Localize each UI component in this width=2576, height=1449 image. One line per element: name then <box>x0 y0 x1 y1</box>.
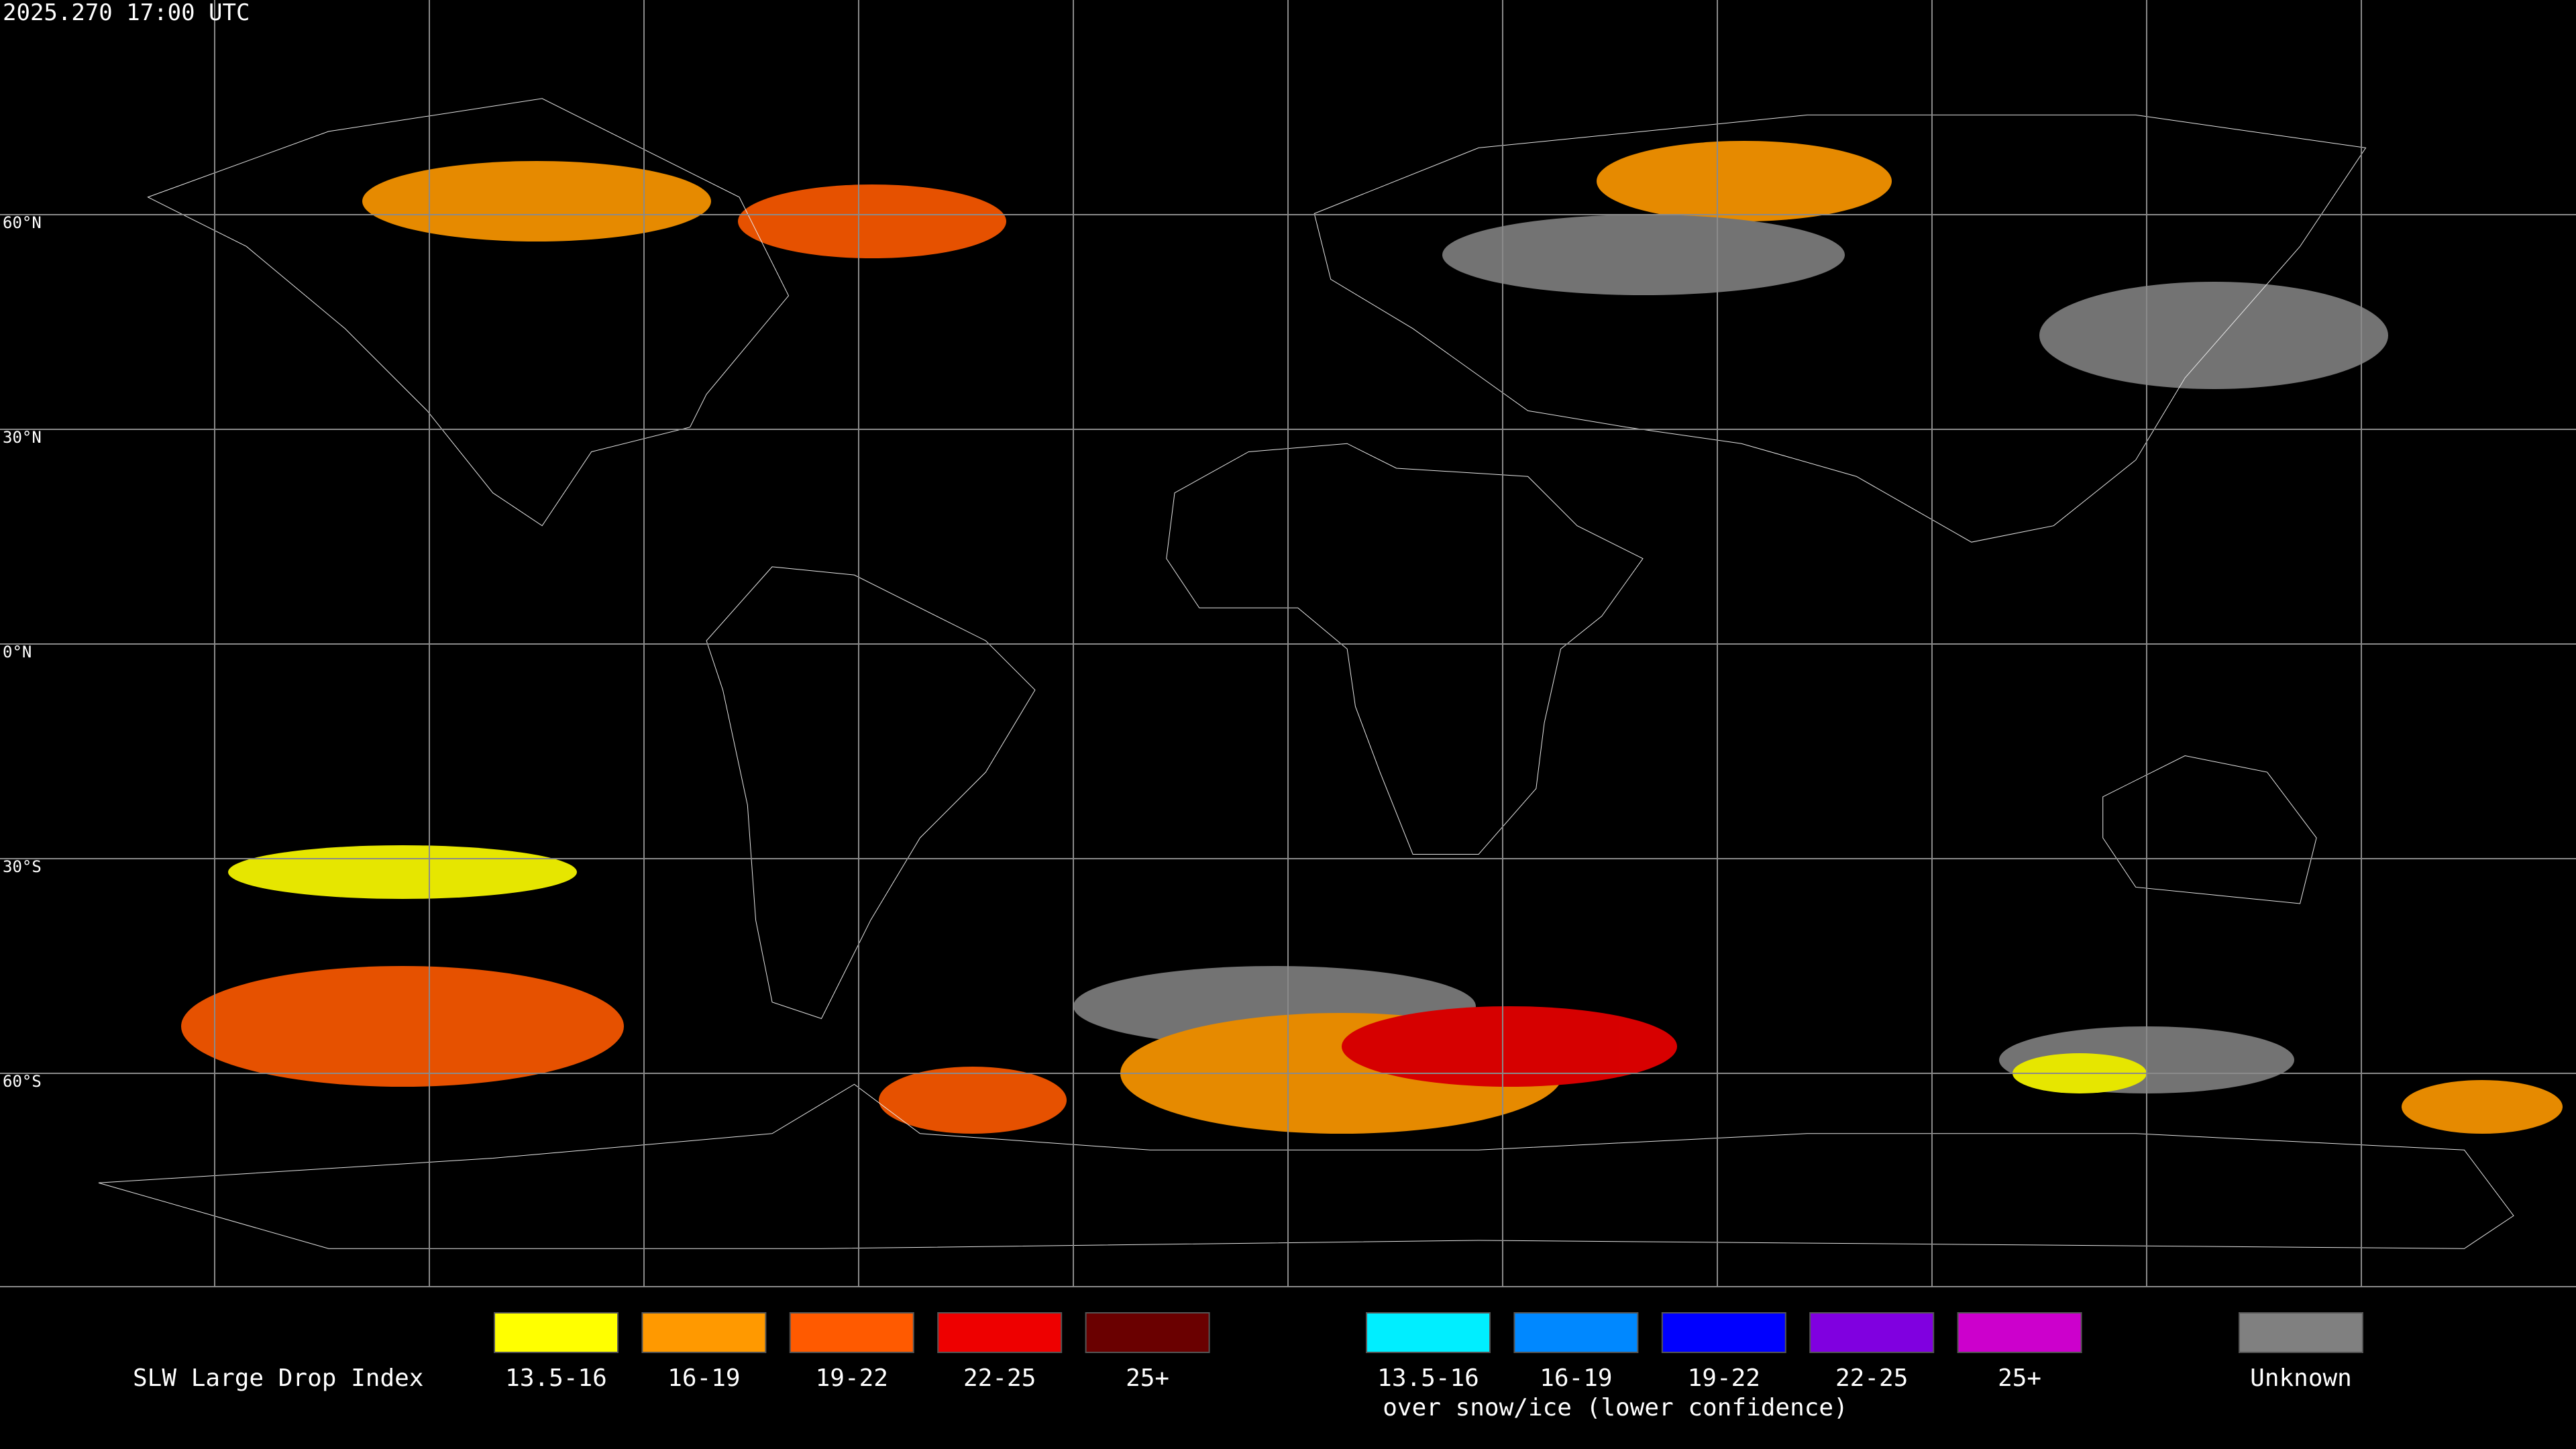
legend-swatch <box>1366 1312 1491 1353</box>
legend-swatch <box>937 1312 1063 1353</box>
coastline <box>148 99 788 526</box>
latitude-labels: 60°N 30°N 0°N 30°S 60°S <box>3 213 42 1091</box>
legend-swatch <box>1957 1312 2082 1353</box>
legend-label: 25+ <box>1998 1364 2041 1392</box>
legend-swatch <box>1809 1312 1935 1353</box>
cloud-patch <box>1342 1006 1677 1087</box>
cloud-patch <box>2402 1080 2563 1134</box>
legend-label: 22-25 <box>1835 1364 1908 1392</box>
cloud-patch <box>738 184 1006 258</box>
legend-swatch <box>494 1312 619 1353</box>
cloud-patch <box>1442 215 1845 295</box>
coastline <box>2103 756 2316 904</box>
latitude-label: 60°S <box>3 1072 42 1091</box>
legend-label: 19-22 <box>1688 1364 1760 1392</box>
legend-label: 16-19 <box>1540 1364 1612 1392</box>
cloud-patch <box>2039 282 2388 389</box>
legend-label: 22-25 <box>963 1364 1036 1392</box>
graticule <box>0 0 2576 1287</box>
legend-swatch <box>789 1312 914 1353</box>
cloud-patch <box>1597 141 1892 221</box>
coastline <box>1167 443 1643 854</box>
legend-label: 13.5-16 <box>1377 1364 1479 1392</box>
legend-title: SLW Large Drop Index <box>133 1364 423 1392</box>
cloud-patch <box>228 845 577 899</box>
coastline <box>706 567 1035 1018</box>
cloud-patch <box>181 966 624 1087</box>
legend-label: 19-22 <box>816 1364 888 1392</box>
coastline <box>1314 115 2365 542</box>
latitude-label: 60°N <box>3 213 42 232</box>
latitude-label: 30°N <box>3 428 42 447</box>
legend-caption: over snow/ice (lower confidence) <box>1383 1394 1848 1421</box>
legend-label: 13.5-16 <box>505 1364 607 1392</box>
latitude-label: 30°S <box>3 857 42 876</box>
legend-swatch <box>1085 1312 1210 1353</box>
coastlines <box>99 99 2514 1248</box>
latitude-label: 0°N <box>3 643 32 661</box>
legend: SLW Large Drop Index over snow/ice (lowe… <box>133 1312 2363 1421</box>
legend-label: 25+ <box>1126 1364 1169 1392</box>
legend-swatch <box>2239 1312 2363 1353</box>
legend-swatch <box>641 1312 767 1353</box>
legend-label: Unknown <box>2250 1364 2352 1392</box>
cloud-patch <box>362 161 711 241</box>
legend-label: 16-19 <box>667 1364 740 1392</box>
cloud-patch <box>879 1067 1067 1134</box>
legend-swatch <box>1513 1312 1639 1353</box>
timestamp: 2025.270 17:00 UTC <box>3 0 250 26</box>
legend-swatch <box>1661 1312 1786 1353</box>
coastline <box>99 1084 2514 1248</box>
